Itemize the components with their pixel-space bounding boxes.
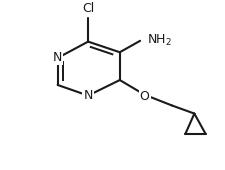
Text: Cl: Cl [82,2,94,15]
Text: N: N [83,89,92,102]
Text: N: N [53,52,62,64]
Text: O: O [139,90,149,103]
Text: NH$_2$: NH$_2$ [146,33,171,48]
